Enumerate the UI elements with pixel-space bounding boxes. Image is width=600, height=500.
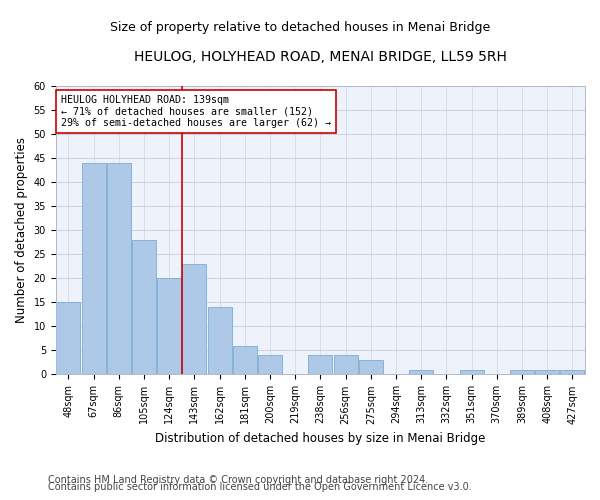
Bar [132,240,156,374]
X-axis label: Distribution of detached houses by size in Menai Bridge: Distribution of detached houses by size … [155,432,485,445]
Bar [334,355,358,374]
Title: HEULOG, HOLYHEAD ROAD, MENAI BRIDGE, LL59 5RH: HEULOG, HOLYHEAD ROAD, MENAI BRIDGE, LL5… [134,50,507,64]
Bar [359,360,383,374]
Bar [56,302,80,374]
Bar [535,370,559,374]
Bar [157,278,181,374]
Bar [409,370,433,374]
Bar [308,355,332,374]
Text: HEULOG HOLYHEAD ROAD: 139sqm
← 71% of detached houses are smaller (152)
29% of s: HEULOG HOLYHEAD ROAD: 139sqm ← 71% of de… [61,94,331,128]
Bar [233,346,257,374]
Text: Size of property relative to detached houses in Menai Bridge: Size of property relative to detached ho… [110,21,490,34]
Text: Contains HM Land Registry data © Crown copyright and database right 2024.: Contains HM Land Registry data © Crown c… [48,475,428,485]
Bar [107,163,131,374]
Bar [510,370,534,374]
Bar [258,355,282,374]
Bar [208,307,232,374]
Bar [82,163,106,374]
Bar [560,370,584,374]
Bar [460,370,484,374]
Text: Contains public sector information licensed under the Open Government Licence v3: Contains public sector information licen… [48,482,472,492]
Bar [182,264,206,374]
Y-axis label: Number of detached properties: Number of detached properties [15,137,28,323]
